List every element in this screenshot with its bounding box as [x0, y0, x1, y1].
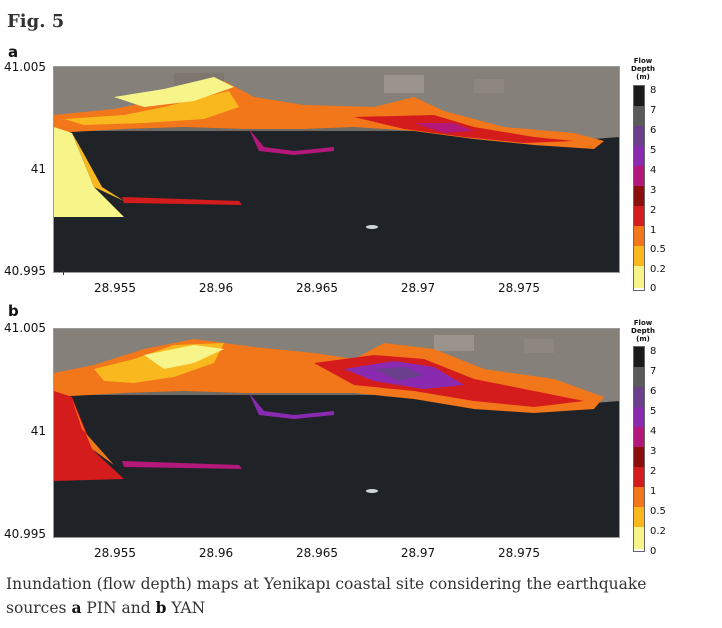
panel-b-legend-label: 0.5 — [650, 506, 666, 517]
panel-b-xtick-2: 28.96 — [198, 546, 234, 560]
caption-a-source: PIN — [86, 599, 117, 617]
panel-a-legend-label: 0.2 — [650, 264, 666, 275]
legend-swatch — [634, 447, 644, 467]
panel-b-ytick-top: 41.005 — [4, 321, 46, 335]
legend-swatch — [634, 347, 644, 367]
panel-a-legend-label: 0.5 — [650, 244, 666, 255]
panel-b-map — [53, 328, 620, 538]
legend-swatch — [634, 266, 644, 288]
legend-swatch — [634, 507, 644, 527]
legend-swatch — [634, 226, 644, 246]
flow-depth-pale — [114, 77, 234, 107]
caption-a-label: a — [71, 598, 82, 617]
flow-depth-magenta — [414, 123, 474, 133]
panel-a-legend-label: 5 — [650, 145, 657, 156]
figure-title: Fig. 5 — [7, 11, 65, 32]
legend-swatch — [634, 166, 644, 186]
ship — [366, 225, 378, 229]
legend-swatch — [634, 186, 644, 206]
panel-a-legend-label: 0 — [650, 283, 657, 294]
legend-swatch — [634, 407, 644, 427]
legend-swatch — [634, 246, 644, 266]
breakwater — [122, 197, 242, 205]
panel-a-ytick-bottom: 40.995 — [4, 264, 46, 278]
panel-b-legend-label: 7 — [650, 366, 657, 377]
panel-b-legend-label: 2 — [650, 466, 657, 477]
panel-a-legend-label: 4 — [650, 165, 657, 176]
panel-b-legend-bar — [633, 346, 645, 552]
legend-swatch — [634, 86, 644, 106]
panel-a-ytick-top: 41.005 — [4, 60, 46, 74]
panel-b-legend-label: 8 — [650, 346, 657, 357]
panel-a-legend-label: 3 — [650, 185, 657, 196]
caption-joiner: and — [121, 599, 151, 617]
panel-a-legend-label: 7 — [650, 105, 657, 116]
panel-a-xtick-3: 28.965 — [296, 281, 338, 295]
panel-b-legend-title: Flow Depth (m) — [631, 319, 655, 343]
panel-b-ytick-bottom: 40.995 — [4, 527, 46, 541]
panel-b-legend-label: 6 — [650, 386, 657, 397]
panel-b-legend-label: 1 — [650, 486, 657, 497]
caption-b-label: b — [155, 598, 167, 617]
panel-b-legend-label: 0 — [650, 546, 657, 557]
panel-b-legend-label: 5 — [650, 406, 657, 417]
legend-swatch — [634, 106, 644, 126]
panel-b-xtick-4: 28.97 — [400, 546, 436, 560]
figure-image: a 41.005 41 40.995 28.95 — [0, 40, 668, 560]
caption-b-source: YAN — [171, 599, 206, 617]
panel-a-legend-label: 1 — [650, 225, 657, 236]
panel-b-xtick-3: 28.965 — [296, 546, 338, 560]
legend-swatch — [634, 427, 644, 447]
panel-a-xtick-2: 28.96 — [198, 281, 234, 295]
legend-swatch — [634, 146, 644, 166]
panel-a-legend-label: 6 — [650, 125, 657, 136]
legend-swatch — [634, 527, 644, 549]
panel-a-legend-title: Flow Depth (m) — [631, 57, 655, 81]
panel-b-legend-label: 3 — [650, 446, 657, 457]
panel-a-legend-bar — [633, 85, 645, 291]
legend-swatch — [634, 126, 644, 146]
figure-caption: Inundation (flow depth) maps at Yenikapı… — [6, 573, 706, 620]
legend-swatch — [634, 387, 644, 407]
legend-swatch — [634, 206, 644, 226]
panel-b-legend-label: 0.2 — [650, 526, 666, 537]
panel-a-ytick-mid: 41 — [30, 162, 46, 176]
panel-a-map-drawing — [54, 67, 619, 229]
panel-b-ytick-mid: 41 — [30, 424, 46, 438]
panel-b-label: b — [8, 302, 19, 320]
panel-a-label: a — [8, 43, 19, 61]
panel-b-xtick-1: 28.955 — [94, 546, 136, 560]
panel-b-xtick-5: 28.975 — [498, 546, 540, 560]
panel-a-xtick-4: 28.97 — [400, 281, 436, 295]
panel-a-legend-label: 8 — [650, 85, 657, 96]
panel-b-legend-label: 4 — [650, 426, 657, 437]
legend-swatch — [634, 367, 644, 387]
panel-a-xtick-1: 28.955 — [94, 281, 136, 295]
legend-swatch — [634, 467, 644, 487]
panel-a-xtick-5: 28.975 — [498, 281, 540, 295]
panel-a-legend-label: 2 — [650, 205, 657, 216]
caption-prefix: Inundation (flow depth) maps at Yenikapı… — [6, 575, 647, 617]
panel-a-map — [53, 66, 620, 273]
legend-swatch — [634, 487, 644, 507]
panel-b-map-drawing — [54, 329, 619, 493]
